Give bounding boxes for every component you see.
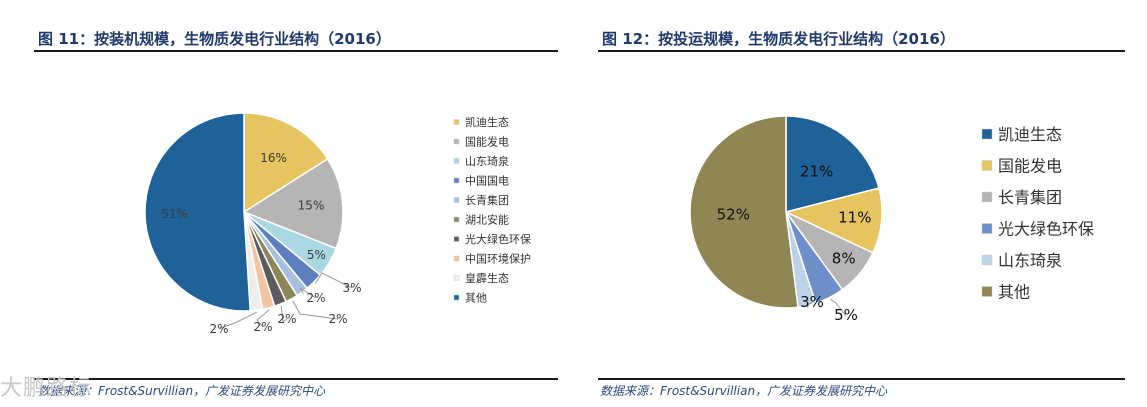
legend-swatch [453, 255, 460, 262]
data-label: 8% [832, 250, 856, 268]
data-label: 2% [328, 312, 347, 326]
pie-slice [689, 115, 799, 309]
source-note: 数据来源：Frost&Survillian，广发证券发展研究中心 [38, 384, 326, 398]
data-label: 21% [800, 163, 833, 181]
pie-slice [242, 157, 344, 250]
title-rule [598, 50, 1125, 52]
legend-swatch [453, 197, 460, 203]
legend-label: 中国国电 [465, 174, 509, 187]
leader-line [299, 287, 317, 299]
data-label: 5% [834, 306, 858, 324]
legend-label: 长青集团 [465, 193, 509, 207]
legend-label: 其他 [465, 291, 487, 304]
leader-line [218, 311, 257, 330]
legend-label: 光大绿色环保 [465, 232, 531, 246]
legend-swatch [453, 216, 460, 223]
pie-slice [785, 115, 880, 213]
legend-label: 山东琦泉 [465, 154, 509, 168]
legend-swatch [453, 138, 460, 145]
leader-line [280, 305, 288, 323]
chart-title: 图 12：按投运规模，生物质发电行业结构（2016） [602, 30, 955, 48]
legend-swatch [453, 275, 460, 281]
leader-line [256, 309, 270, 328]
legend-swatch [453, 177, 460, 184]
legend-label: 其他 [998, 282, 1030, 301]
data-label: 2% [277, 312, 296, 326]
right-panel: 图 12：按投运规模，生物质发电行业结构（2016） 21% 11% 8% 5% 3% 5… [590, 0, 1147, 407]
watermark-text: 大鹏路标 [0, 376, 93, 401]
leader-line [314, 272, 353, 289]
leader-line [292, 300, 339, 320]
legend-label: 湖北安能 [465, 212, 509, 226]
data-label: 3% [342, 281, 361, 295]
legend-label: 凯迪生态 [465, 115, 509, 129]
legend-swatch [981, 128, 993, 140]
legend-swatch [981, 286, 993, 297]
legend-label: 皇霹生态 [465, 271, 509, 285]
leader-line [806, 302, 813, 308]
leader-line [830, 298, 847, 317]
data-label: 52% [717, 205, 750, 223]
legend-label: 国能发电 [465, 134, 509, 148]
source-rule [598, 378, 1125, 380]
legend-label: 山东琦泉 [998, 251, 1062, 270]
legend-label: 中国环境保护 [465, 251, 531, 265]
legend-swatch [981, 160, 993, 171]
pie-slice [783, 187, 883, 254]
legend-swatch [981, 191, 993, 203]
left-panel: 图 11：按装机规模，生物质发电行业结构（2016） 16% 15% 5% 3% 2% 2… [0, 0, 560, 407]
source-rule [34, 378, 558, 380]
legend-swatch [453, 294, 460, 301]
data-label: 2% [306, 291, 325, 305]
data-label: 5% [307, 248, 326, 262]
data-label: 11% [838, 209, 871, 227]
data-label: 2% [209, 322, 228, 336]
legend-swatch [981, 223, 993, 234]
data-label: 3% [800, 293, 824, 311]
pie-chart-left: 16%15%5%3%2%2%2%2%2%51%凯迪生态国能发电山东琦泉中国国电长… [144, 112, 531, 336]
pie-slice [243, 112, 329, 214]
legend-swatch [453, 119, 460, 125]
chart-title: 图 11：按装机规模，生物质发电行业结构（2016） [38, 30, 391, 48]
title-rule [34, 50, 558, 52]
data-label: 2% [253, 320, 272, 334]
data-label: 51% [161, 207, 188, 221]
legend-swatch [981, 254, 993, 266]
data-label: 16% [260, 151, 287, 165]
legend-swatch [453, 158, 460, 164]
pie-slice [144, 112, 252, 312]
source-note: 数据来源：Frost&Survillian，广发证券发展研究中心 [600, 384, 888, 398]
legend-swatch [453, 236, 460, 242]
legend-label: 长青集团 [998, 188, 1062, 207]
legend-label: 光大绿色环保 [998, 219, 1094, 238]
legend-label: 凯迪生态 [998, 125, 1062, 144]
data-label: 15% [298, 199, 325, 213]
legend-label: 国能发电 [998, 156, 1062, 175]
